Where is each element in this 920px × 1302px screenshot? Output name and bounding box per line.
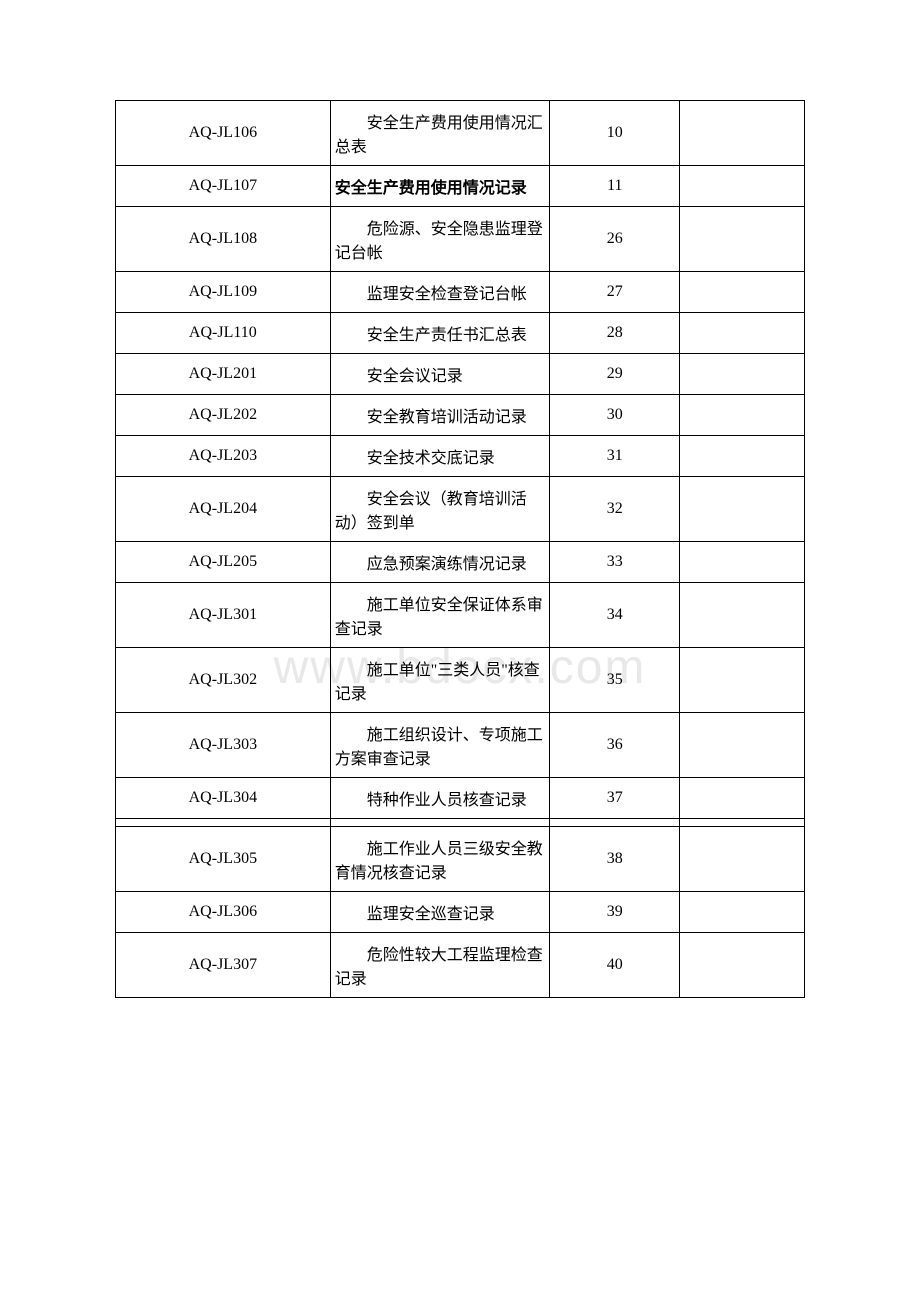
empty-cell xyxy=(680,272,805,313)
code-cell: AQ-JL305 xyxy=(116,827,331,892)
empty-cell xyxy=(680,436,805,477)
description-cell: 监理安全巡查记录 xyxy=(330,892,550,933)
table-row: AQ-JL304特种作业人员核查记录37 xyxy=(116,778,805,819)
code-cell: AQ-JL204 xyxy=(116,477,331,542)
description-cell: 监理安全检查登记台帐 xyxy=(330,272,550,313)
code-cell: AQ-JL109 xyxy=(116,272,331,313)
table-row: AQ-JL110安全生产责任书汇总表28 xyxy=(116,313,805,354)
number-cell: 10 xyxy=(550,101,680,166)
empty-cell xyxy=(680,542,805,583)
description-cell: 安全会议记录 xyxy=(330,354,550,395)
description-cell: 安全生产责任书汇总表 xyxy=(330,313,550,354)
table-row: AQ-JL301施工单位安全保证体系审查记录34 xyxy=(116,583,805,648)
description-cell: 安全会议（教育培训活动）签到单 xyxy=(330,477,550,542)
code-cell: AQ-JL108 xyxy=(116,207,331,272)
number-cell: 27 xyxy=(550,272,680,313)
description-cell: 施工组织设计、专项施工方案审查记录 xyxy=(330,713,550,778)
empty-cell xyxy=(680,933,805,998)
table-row: AQ-JL307危险性较大工程监理检查记录40 xyxy=(116,933,805,998)
number-cell: 11 xyxy=(550,166,680,207)
code-cell: AQ-JL202 xyxy=(116,395,331,436)
code-cell: AQ-JL203 xyxy=(116,436,331,477)
code-cell: AQ-JL205 xyxy=(116,542,331,583)
number-cell: 26 xyxy=(550,207,680,272)
description-cell: 安全教育培训活动记录 xyxy=(330,395,550,436)
document-table: AQ-JL106安全生产费用使用情况汇总表10AQ-JL107安全生产费用使用情… xyxy=(115,100,805,998)
table-body: AQ-JL106安全生产费用使用情况汇总表10AQ-JL107安全生产费用使用情… xyxy=(116,101,805,998)
empty-cell xyxy=(680,583,805,648)
empty-cell xyxy=(680,354,805,395)
number-cell: 40 xyxy=(550,933,680,998)
empty-cell xyxy=(680,713,805,778)
empty-cell xyxy=(680,648,805,713)
number-cell: 28 xyxy=(550,313,680,354)
table-row xyxy=(116,819,805,827)
number-cell: 37 xyxy=(550,778,680,819)
description-cell: 施工作业人员三级安全教育情况核查记录 xyxy=(330,827,550,892)
table-row: AQ-JL202安全教育培训活动记录30 xyxy=(116,395,805,436)
empty-cell xyxy=(680,166,805,207)
number-cell: 35 xyxy=(550,648,680,713)
table-row: AQ-JL303施工组织设计、专项施工方案审查记录36 xyxy=(116,713,805,778)
description-cell: 应急预案演练情况记录 xyxy=(330,542,550,583)
empty-cell xyxy=(680,313,805,354)
table-row: AQ-JL108危险源、安全隐患监理登记台帐26 xyxy=(116,207,805,272)
table-row: AQ-JL107安全生产费用使用情况记录11 xyxy=(116,166,805,207)
table-row: AQ-JL205应急预案演练情况记录33 xyxy=(116,542,805,583)
number-cell: 33 xyxy=(550,542,680,583)
description-cell: 危险性较大工程监理检查记录 xyxy=(330,933,550,998)
table-row: AQ-JL203安全技术交底记录31 xyxy=(116,436,805,477)
number-cell: 38 xyxy=(550,827,680,892)
code-cell: AQ-JL107 xyxy=(116,166,331,207)
number-cell: 39 xyxy=(550,892,680,933)
number-cell: 30 xyxy=(550,395,680,436)
code-cell: AQ-JL302 xyxy=(116,648,331,713)
empty-cell xyxy=(680,207,805,272)
code-cell: AQ-JL303 xyxy=(116,713,331,778)
number-cell: 31 xyxy=(550,436,680,477)
description-cell: 安全技术交底记录 xyxy=(330,436,550,477)
empty-cell xyxy=(680,778,805,819)
description-cell: 危险源、安全隐患监理登记台帐 xyxy=(330,207,550,272)
number-cell: 34 xyxy=(550,583,680,648)
description-cell: 安全生产费用使用情况汇总表 xyxy=(330,101,550,166)
code-cell: AQ-JL304 xyxy=(116,778,331,819)
number-cell: 32 xyxy=(550,477,680,542)
code-cell: AQ-JL301 xyxy=(116,583,331,648)
description-cell: 施工单位"三类人员"核查记录 xyxy=(330,648,550,713)
empty-cell xyxy=(680,827,805,892)
empty-cell xyxy=(680,101,805,166)
table-row: AQ-JL201安全会议记录29 xyxy=(116,354,805,395)
empty-cell xyxy=(680,395,805,436)
table-row: AQ-JL305施工作业人员三级安全教育情况核查记录38 xyxy=(116,827,805,892)
spacer-cell xyxy=(116,819,331,827)
description-cell: 安全生产费用使用情况记录 xyxy=(330,166,550,207)
table-row: AQ-JL204安全会议（教育培训活动）签到单32 xyxy=(116,477,805,542)
description-cell: 施工单位安全保证体系审查记录 xyxy=(330,583,550,648)
code-cell: AQ-JL110 xyxy=(116,313,331,354)
code-cell: AQ-JL106 xyxy=(116,101,331,166)
spacer-cell xyxy=(330,819,550,827)
table-row: AQ-JL109监理安全检查登记台帐27 xyxy=(116,272,805,313)
number-cell: 36 xyxy=(550,713,680,778)
spacer-cell xyxy=(550,819,680,827)
spacer-cell xyxy=(680,819,805,827)
number-cell: 29 xyxy=(550,354,680,395)
table-row: AQ-JL306监理安全巡查记录39 xyxy=(116,892,805,933)
description-cell: 特种作业人员核查记录 xyxy=(330,778,550,819)
empty-cell xyxy=(680,892,805,933)
code-cell: AQ-JL201 xyxy=(116,354,331,395)
table-row: AQ-JL106安全生产费用使用情况汇总表10 xyxy=(116,101,805,166)
empty-cell xyxy=(680,477,805,542)
table-row: AQ-JL302施工单位"三类人员"核查记录35 xyxy=(116,648,805,713)
code-cell: AQ-JL306 xyxy=(116,892,331,933)
code-cell: AQ-JL307 xyxy=(116,933,331,998)
